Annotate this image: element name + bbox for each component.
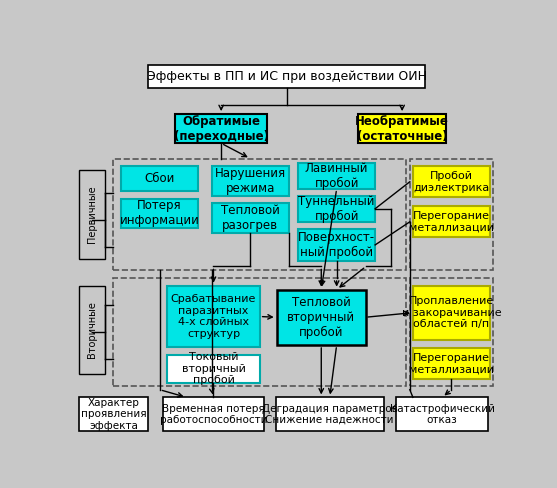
Bar bbox=[167, 285, 260, 347]
Text: Токовый
вторичный
пробой: Токовый вторичный пробой bbox=[182, 352, 246, 386]
Bar bbox=[163, 397, 263, 431]
Bar bbox=[413, 166, 490, 197]
Text: Эффекты в ПП и ИС при воздействии ОИН: Эффекты в ПП и ИС при воздействии ОИН bbox=[146, 70, 427, 83]
Bar bbox=[79, 285, 105, 374]
Bar bbox=[277, 289, 365, 345]
Bar bbox=[114, 159, 406, 270]
Bar bbox=[410, 159, 493, 270]
Text: Временная потеря
работоспособности: Временная потеря работоспособности bbox=[160, 404, 267, 425]
Bar bbox=[358, 114, 446, 143]
Bar bbox=[276, 397, 384, 431]
Text: Поверхност-
ный пробой: Поверхност- ный пробой bbox=[298, 231, 375, 259]
Bar bbox=[175, 114, 267, 143]
Bar bbox=[79, 397, 148, 431]
Bar bbox=[121, 166, 198, 191]
Text: Вторичные: Вторичные bbox=[87, 302, 97, 358]
Text: Перегорание
металлизации: Перегорание металлизации bbox=[409, 211, 494, 233]
Bar bbox=[79, 170, 105, 259]
Text: Первичные: Первичные bbox=[87, 185, 97, 244]
Bar bbox=[212, 203, 289, 233]
Text: Обратимые
(переходные): Обратимые (переходные) bbox=[174, 115, 268, 142]
Text: Тепловой
разогрев: Тепловой разогрев bbox=[221, 204, 280, 232]
Bar bbox=[410, 278, 493, 386]
Bar bbox=[413, 348, 490, 379]
Text: Пробой
диэлектрика: Пробой диэлектрика bbox=[413, 171, 490, 193]
Bar bbox=[298, 196, 375, 222]
Text: Туннельный
пробой: Туннельный пробой bbox=[299, 195, 375, 223]
Bar bbox=[121, 199, 198, 228]
Bar bbox=[114, 278, 406, 386]
Bar bbox=[413, 285, 490, 340]
Text: Первичные: Первичные bbox=[0, 487, 1, 488]
Text: Необратимые
(остаточные): Необратимые (остаточные) bbox=[355, 115, 449, 142]
Text: Сбои: Сбои bbox=[144, 172, 175, 185]
Text: Тепловой
вторичный
пробой: Тепловой вторичный пробой bbox=[287, 296, 355, 339]
Bar bbox=[396, 397, 488, 431]
Bar bbox=[413, 206, 490, 237]
Text: Перегорание
металлизации: Перегорание металлизации bbox=[409, 353, 494, 374]
Bar bbox=[298, 163, 375, 189]
Bar bbox=[167, 355, 260, 383]
Text: Лавинный
пробой: Лавинный пробой bbox=[305, 162, 368, 190]
Text: Проплавление
и закорачивание
областей п/п: Проплавление и закорачивание областей п/… bbox=[402, 296, 501, 329]
Text: Катастрофический
отказ: Катастрофический отказ bbox=[390, 404, 495, 425]
Bar bbox=[148, 65, 425, 88]
Text: Вторичные: Вторичные bbox=[0, 487, 1, 488]
Text: Деградация параметров
Снижение надежности: Деградация параметров Снижение надежност… bbox=[262, 404, 398, 425]
Text: Потеря
информации: Потеря информации bbox=[120, 199, 199, 227]
Text: Характер
проявления
эффекта: Характер проявления эффекта bbox=[81, 398, 146, 431]
Bar bbox=[212, 166, 289, 196]
Text: Срабатывание
паразитных
4-х слойных
структур: Срабатывание паразитных 4-х слойных стру… bbox=[171, 294, 256, 339]
Text: Нарушения
режима: Нарушения режима bbox=[215, 167, 286, 195]
Bar bbox=[298, 229, 375, 261]
